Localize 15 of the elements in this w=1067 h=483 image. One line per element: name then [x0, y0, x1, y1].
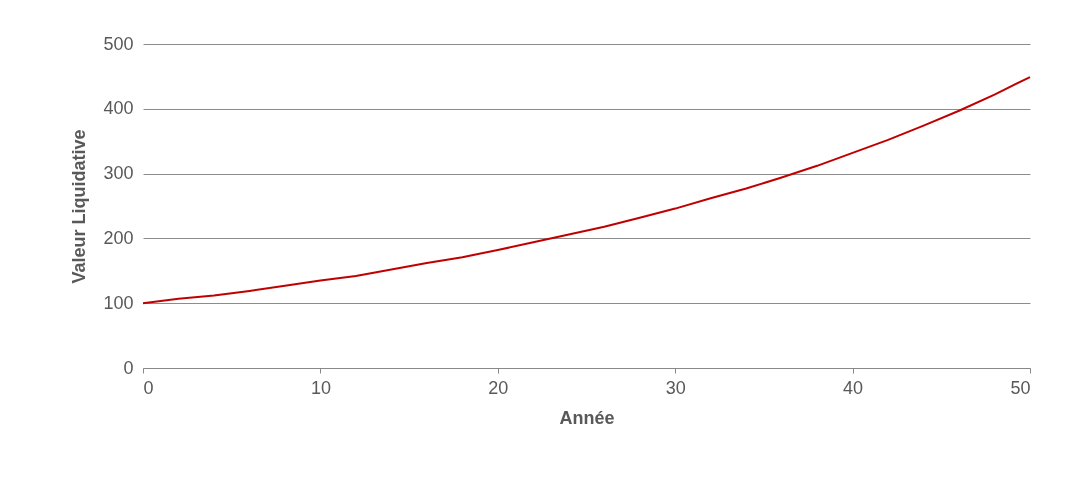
y-tick-label: 100 [103, 292, 134, 313]
x-tick-label: 10 [310, 377, 331, 398]
x-tick-label: 40 [843, 377, 864, 398]
x-tick-label: 50 [1010, 377, 1031, 398]
x-tick-label: 0 [143, 377, 154, 398]
y-tick-label: 500 [103, 33, 134, 54]
y-tick-label: 300 [103, 163, 134, 184]
y-tick-label: 200 [103, 227, 134, 248]
x-axis-title: Année [559, 407, 615, 428]
y-tick-label: 0 [123, 357, 134, 378]
y-axis-title: Valeur Liquidative [69, 129, 90, 284]
y-tick-label: 400 [103, 98, 134, 119]
line-series [142, 76, 1031, 305]
x-tick-label: 30 [665, 377, 686, 398]
x-tick-label: 20 [488, 377, 509, 398]
